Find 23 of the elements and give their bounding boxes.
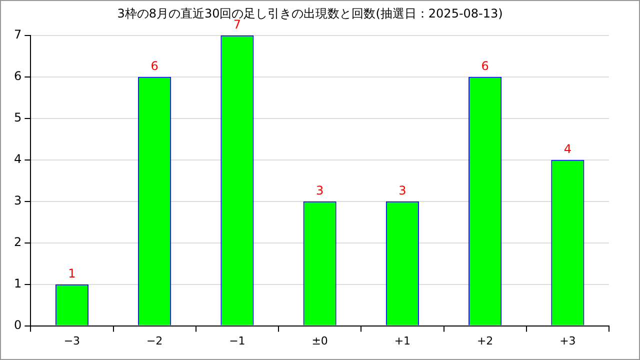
y-tick-label: 2 [14, 234, 22, 249]
y-tick-label: 1 [14, 276, 22, 290]
x-tick-label: −3 [64, 334, 80, 348]
data-label: 3 [316, 183, 324, 198]
y-tick-label: 6 [14, 69, 22, 84]
x-tick-label: ±0 [312, 334, 328, 348]
data-label: 7 [233, 18, 242, 32]
y-tick-label: 7 [14, 28, 22, 42]
data-label: 6 [150, 59, 158, 74]
x-tick-label: −2 [146, 334, 163, 348]
data-label: 6 [481, 59, 489, 74]
y-tick-label: 3 [14, 193, 22, 208]
x-tick-label: +3 [560, 334, 576, 348]
y-tick-label: 4 [14, 152, 22, 166]
y-tick-label: 5 [14, 110, 22, 124]
x-tick-label: +2 [476, 334, 494, 348]
data-label: 3 [398, 183, 406, 198]
x-tick-label: −1 [229, 334, 246, 348]
chart-title: 3枠の8月の直近30回の足し引きの出現数と回数(抽選日：2025-08-13) [117, 6, 503, 20]
data-label: 4 [564, 142, 572, 156]
y-tick-label: 0 [14, 318, 22, 332]
data-label: 1 [68, 266, 76, 280]
x-tick-label: +1 [394, 334, 411, 348]
